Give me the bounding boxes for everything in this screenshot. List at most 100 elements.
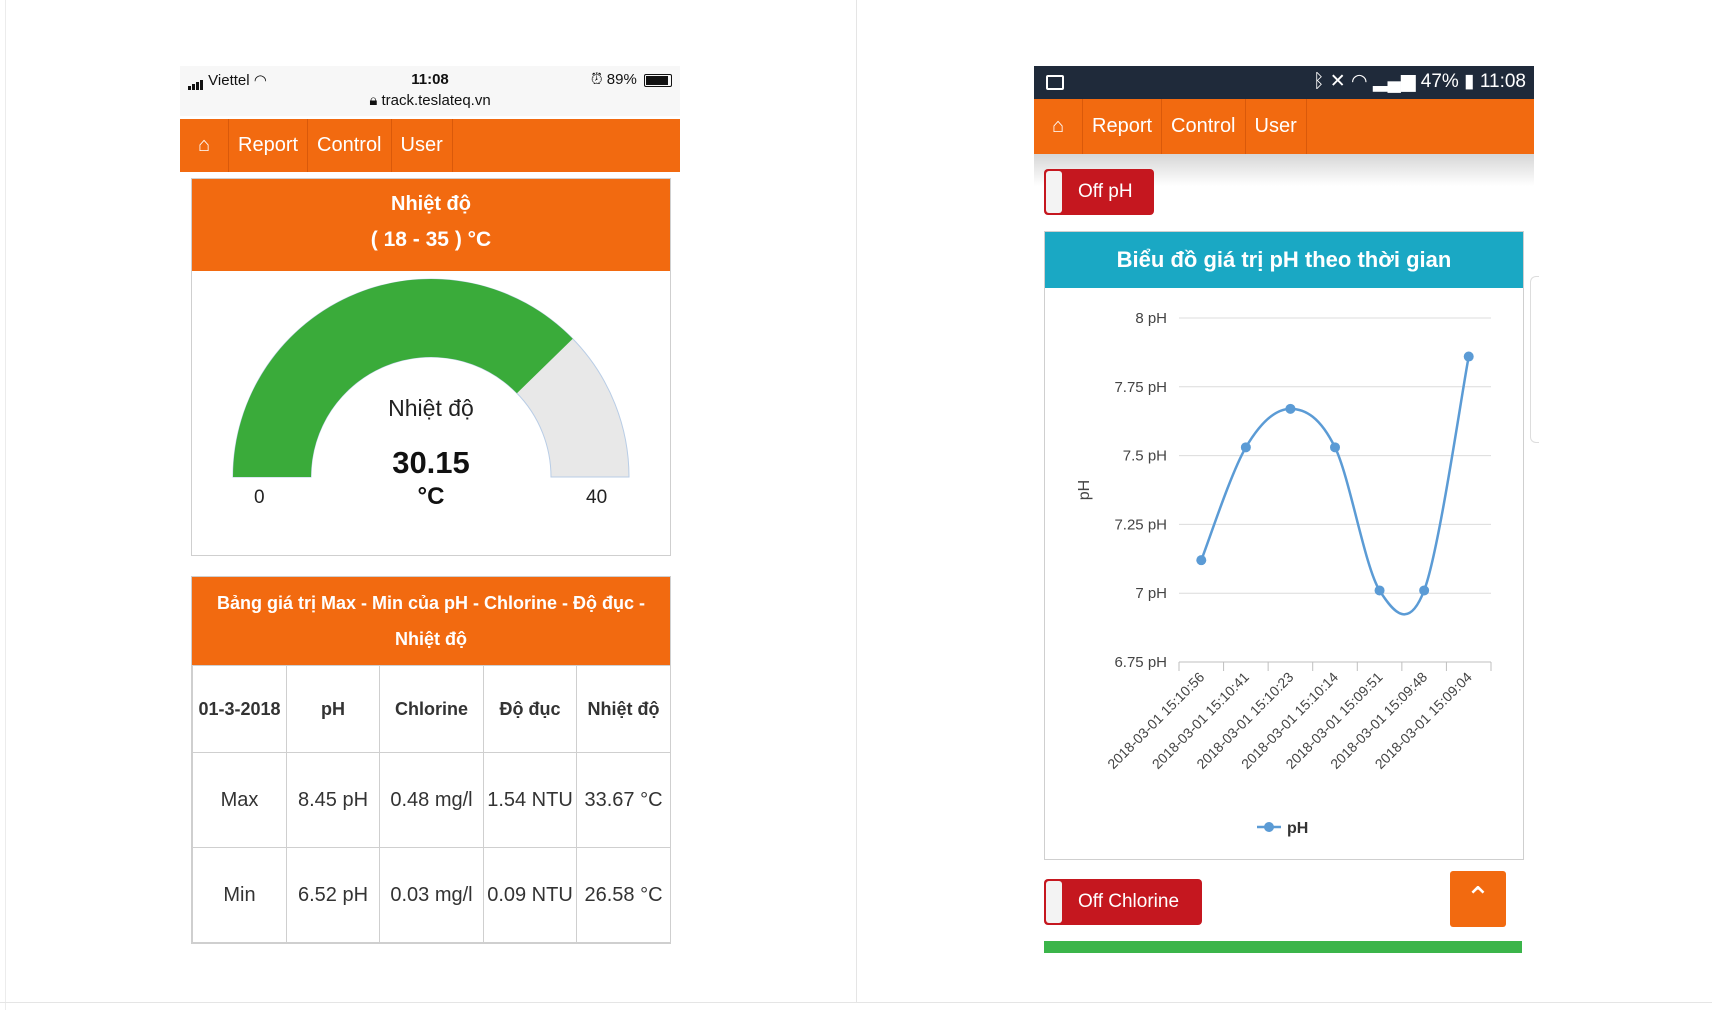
ph-toggle[interactable]: Off pH xyxy=(1044,169,1154,215)
status-right: ᛒ ✕ ◠ ▂▄▆ 47% ▮ 11:08 xyxy=(1313,70,1526,93)
right-phone-screenshot: ᛒ ✕ ◠ ▂▄▆ 47% ▮ 11:08 ⌂ Report Control U… xyxy=(1034,66,1539,956)
signal-icon: ▂▄▆ xyxy=(1372,71,1416,92)
cell-ph: 6.52 pH xyxy=(286,847,380,943)
table-row: Max 8.45 pH 0.48 mg/l 1.54 NTU 33.67 °C xyxy=(192,752,671,848)
gauge-fill xyxy=(233,278,573,477)
temperature-gauge xyxy=(232,278,630,478)
gauge-unit: °C xyxy=(417,483,445,510)
nav-bar: ⌂ Report Control User xyxy=(180,119,680,172)
y-tick-label: 8 pH xyxy=(1135,310,1167,327)
y-tick-label: 7.5 pH xyxy=(1123,448,1167,465)
battery-percent: 47% xyxy=(1420,71,1459,92)
status-time: 11:08 xyxy=(411,71,449,88)
ph-data-point xyxy=(1196,555,1207,566)
next-section-bar xyxy=(1044,941,1522,953)
carrier-name: Viettel xyxy=(208,72,250,89)
chart-title: Biểu đồ giá trị pH theo thời gian xyxy=(1045,232,1523,288)
legend-swatch-marker xyxy=(1264,822,1274,832)
gauge-max-label: 40 xyxy=(586,487,608,508)
nav-user[interactable]: User xyxy=(1246,99,1307,154)
cell-turbidity: 1.54 NTU xyxy=(483,752,577,848)
toggle-knob xyxy=(1046,171,1062,213)
cell-turbidity: 0.09 NTU xyxy=(483,847,577,943)
ph-toggle-label: Off pH xyxy=(1078,181,1133,202)
ios-status-bar: Viettel ◠ 11:08 🔒︎ track.teslateq.vn ⏰︎ … xyxy=(180,66,680,116)
chlorine-toggle-label: Off Chlorine xyxy=(1078,891,1180,912)
gauge-card-range: ( 18 - 35 ) °C xyxy=(370,228,492,251)
nav-control[interactable]: Control xyxy=(308,119,392,172)
table-header-row: 01-3-2018 pH Chlorine Độ đục Nhiệt độ xyxy=(192,665,671,753)
lock-icon: 🔒︎ xyxy=(369,92,378,109)
ph-data-point xyxy=(1240,442,1251,453)
android-status-bar: ᛒ ✕ ◠ ▂▄▆ 47% ▮ 11:08 xyxy=(1034,66,1534,99)
mute-icon: ✕ xyxy=(1329,71,1346,92)
chevron-up-icon: ⌃ xyxy=(1465,882,1491,915)
battery-status: ⏰︎ 89% xyxy=(591,71,672,88)
header-chlorine: Chlorine xyxy=(379,665,484,753)
scroll-to-top-button[interactable]: ⌃ xyxy=(1450,871,1506,927)
legend-label: pH xyxy=(1287,820,1308,837)
ph-data-point xyxy=(1330,442,1340,453)
column-divider xyxy=(856,0,857,1002)
gauge-min-label: 0 xyxy=(254,487,265,508)
nav-report[interactable]: Report xyxy=(229,119,309,172)
wifi-icon: ◠ xyxy=(1350,71,1368,92)
gauge-card-title: Nhiệt độ xyxy=(391,193,471,215)
image-notification-icon xyxy=(1046,75,1064,90)
battery-percent: 89% xyxy=(606,71,637,88)
gauge-label: Nhiệt độ xyxy=(388,395,474,421)
table-row: Min 6.52 pH 0.03 mg/l 0.09 NTU 26.58 °C xyxy=(192,847,671,943)
battery-icon xyxy=(644,73,672,87)
status-time: 11:08 xyxy=(1479,71,1526,92)
row-label: Max xyxy=(192,752,287,848)
left-phone-screenshot: Viettel ◠ 11:08 🔒︎ track.teslateq.vn ⏰︎ … xyxy=(180,66,680,946)
nav-report[interactable]: Report xyxy=(1083,99,1163,154)
y-tick-label: 7.75 pH xyxy=(1114,379,1167,396)
max-min-table-card: Bảng giá trị Max - Min của pH - Chlorine… xyxy=(191,576,671,944)
nav-user[interactable]: User xyxy=(392,119,453,172)
row-label: Min xyxy=(192,847,287,943)
carrier: Viettel ◠ xyxy=(188,71,267,90)
y-tick-label: 7.25 pH xyxy=(1114,516,1167,533)
page-edge xyxy=(5,0,6,1010)
header-date: 01-3-2018 xyxy=(192,665,287,753)
cell-temperature: 33.67 °C xyxy=(576,752,671,848)
y-axis-title: pH xyxy=(1076,480,1093,500)
home-icon: ⌂ xyxy=(1051,115,1065,137)
ph-series-line xyxy=(1200,356,1470,616)
y-tick-label: 7 pH xyxy=(1135,585,1167,602)
temperature-gauge-card: Nhiệt độ ( 18 - 35 ) °C Nhiệt độ 30.15 °… xyxy=(191,178,671,556)
header-temperature: Nhiệt độ xyxy=(576,665,671,753)
table-card-title: Bảng giá trị Max - Min của pH - Chlorine… xyxy=(192,577,670,665)
cell-ph: 8.45 pH xyxy=(286,752,380,848)
ph-data-point xyxy=(1285,403,1296,414)
url-text: track.teslateq.vn xyxy=(381,92,491,109)
home-icon: ⌂ xyxy=(197,134,211,156)
address-bar[interactable]: 🔒︎ track.teslateq.vn xyxy=(180,92,680,109)
signal-icon xyxy=(188,73,204,90)
home-button[interactable]: ⌂ xyxy=(1034,99,1083,154)
cell-chlorine: 0.03 mg/l xyxy=(379,847,484,943)
cell-temperature: 26.58 °C xyxy=(576,847,671,943)
ph-data-point xyxy=(1419,585,1430,596)
ph-line-chart: 6.75 pH7 pH7.25 pH7.5 pH7.75 pH8 pH2018-… xyxy=(1076,310,1492,837)
max-min-table: 01-3-2018 pH Chlorine Độ đục Nhiệt độ Ma… xyxy=(192,665,671,943)
battery-icon: ▮ xyxy=(1464,71,1475,92)
ph-chart-card: Biểu đồ giá trị pH theo thời gian 6.75 p… xyxy=(1044,231,1524,860)
alarm-icon: ⏰︎ xyxy=(590,71,603,88)
header-turbidity: Độ đục xyxy=(483,665,577,753)
nav-bar: ⌂ Report Control User xyxy=(1034,99,1534,154)
side-panel-handle[interactable] xyxy=(1530,276,1539,443)
bottom-divider xyxy=(0,1002,1712,1003)
ph-data-point xyxy=(1374,585,1385,596)
wifi-icon: ◠ xyxy=(253,72,267,89)
ph-data-point xyxy=(1463,351,1474,362)
toggle-knob xyxy=(1046,881,1062,923)
header-ph: pH xyxy=(286,665,380,753)
nav-control[interactable]: Control xyxy=(1162,99,1246,154)
y-tick-label: 6.75 pH xyxy=(1114,654,1167,671)
cell-chlorine: 0.48 mg/l xyxy=(379,752,484,848)
home-button[interactable]: ⌂ xyxy=(180,119,229,172)
gauge-value: 30.15 xyxy=(392,445,470,480)
chlorine-toggle[interactable]: Off Chlorine xyxy=(1044,879,1202,925)
